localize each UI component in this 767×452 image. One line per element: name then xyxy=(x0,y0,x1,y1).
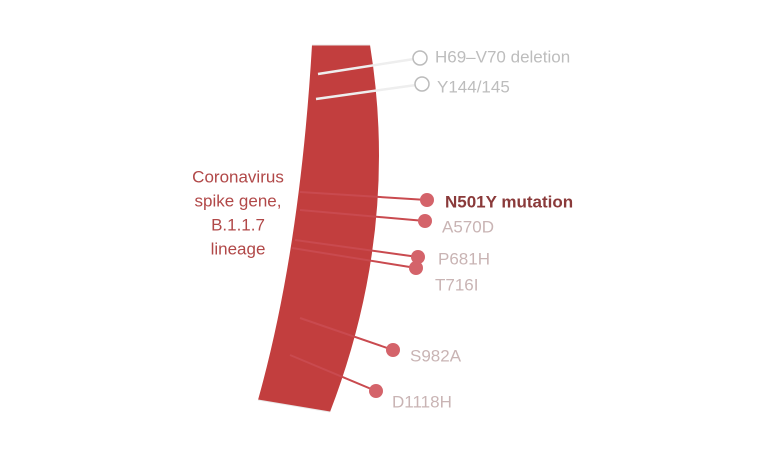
mutation-label: P681H xyxy=(438,249,490,268)
band-edges xyxy=(257,44,370,413)
mutation-label: D1118H xyxy=(392,392,452,411)
mutation-label: H69–V70 deletion xyxy=(435,47,570,66)
mutation-label: S982A xyxy=(410,346,462,365)
mutation-label: Y144/145 xyxy=(437,77,510,96)
gene-label: B.1.1.7 xyxy=(211,215,265,234)
mutation-label: A570D xyxy=(442,217,494,236)
mutation-label: N501Y mutation xyxy=(445,192,573,211)
gene-label: lineage xyxy=(211,239,266,258)
mutation-dots xyxy=(369,193,434,398)
deletion-markers xyxy=(315,50,430,101)
spike-gene-band xyxy=(258,45,379,412)
gene-label: Coronavirus xyxy=(192,167,284,186)
mutation-label: T716I xyxy=(435,275,478,294)
mutation-lines xyxy=(289,191,428,392)
gene-label: spike gene, xyxy=(195,191,282,210)
